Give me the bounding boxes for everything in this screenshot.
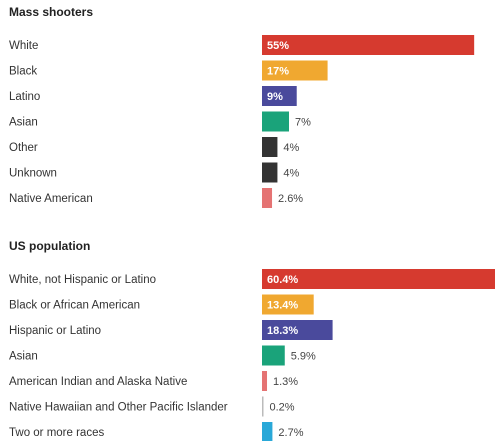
value-label: 2.7% [278, 427, 303, 439]
bar [262, 86, 297, 106]
value-label: 13.4% [267, 300, 298, 312]
bar [262, 371, 268, 391]
value-label: 2.6% [278, 193, 303, 205]
bar [262, 111, 290, 132]
bar [262, 422, 273, 441]
value-label: 0.2% [270, 402, 295, 414]
category-label: Unknown [9, 168, 57, 180]
category-label: White, not Hispanic or Latino [9, 274, 156, 286]
value-label: 60.4% [267, 274, 298, 286]
category-label: Other [9, 142, 38, 154]
value-label: 17% [267, 66, 289, 78]
mass-shooters-section: Mass shooters White 55% Black 17% Latino 9% Asi… [9, 5, 475, 208]
value-label: 55% [267, 40, 289, 52]
section-title: Mass shooters [9, 5, 93, 19]
bar [262, 320, 333, 340]
bar [262, 269, 495, 289]
category-label: Native Hawaiian and Other Pacific Island… [9, 402, 228, 414]
bar [262, 345, 285, 366]
value-label: 4% [283, 168, 299, 180]
value-label: 18.3% [267, 325, 298, 337]
section-title: US population [9, 239, 90, 253]
category-label: Latino [9, 91, 40, 103]
category-label: Black or African American [9, 300, 140, 312]
value-label: 5.9% [291, 351, 316, 363]
category-label: White [9, 40, 38, 52]
category-label: Native American [9, 193, 93, 205]
value-label: 4% [283, 142, 299, 154]
value-label: 9% [267, 91, 283, 103]
bar [262, 294, 314, 315]
category-label: Asian [9, 351, 38, 363]
bar [262, 35, 475, 55]
bar [262, 137, 278, 157]
category-label: Black [9, 66, 37, 78]
category-label: Two or more races [9, 427, 104, 439]
bar [262, 188, 273, 208]
us-population-section: US population White, not Hispanic or Lati… [9, 239, 495, 441]
value-label: 1.3% [273, 376, 298, 388]
bar [262, 60, 328, 81]
bar [262, 396, 264, 417]
category-label: Asian [9, 117, 38, 129]
category-label: Hispanic or Latino [9, 325, 101, 337]
bar [262, 162, 278, 183]
value-label: 7% [295, 117, 311, 129]
category-label: American Indian and Alaska Native [9, 376, 187, 388]
